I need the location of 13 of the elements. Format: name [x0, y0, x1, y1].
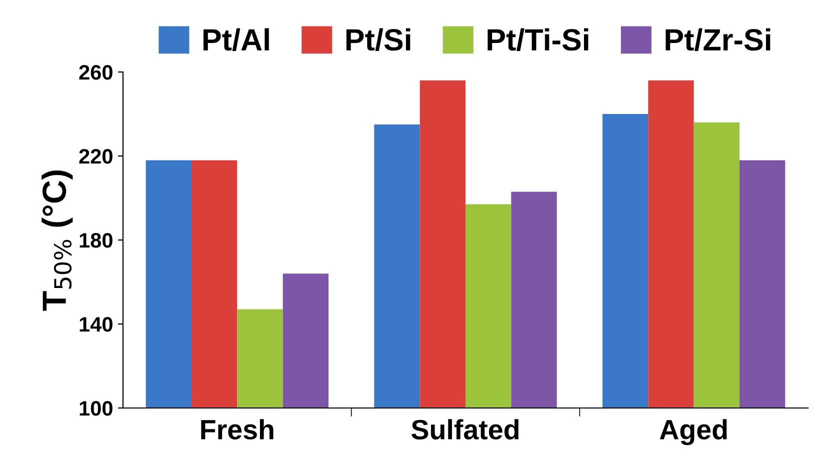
x-tick-label: Aged — [660, 419, 727, 446]
legend-label: Pt/Ti-Si — [488, 28, 588, 51]
y-tick-label: 100 — [80, 401, 112, 416]
y-tick-label: 180 — [80, 233, 112, 248]
legend-label: Pt/Si — [346, 28, 410, 51]
y-tick-label: 220 — [79, 149, 112, 164]
y-tick-label: 260 — [79, 65, 112, 80]
x-tick-label: Fresh — [201, 419, 274, 440]
x-tick-label: Sulfated — [412, 419, 518, 440]
legend-label: Pt/Al — [204, 28, 269, 51]
y-axis-title: T$_{50%}$ (°C) — [42, 170, 73, 311]
y-tick-label: 140 — [80, 317, 112, 332]
legend-label: Pt/Zr-Si — [666, 28, 770, 51]
